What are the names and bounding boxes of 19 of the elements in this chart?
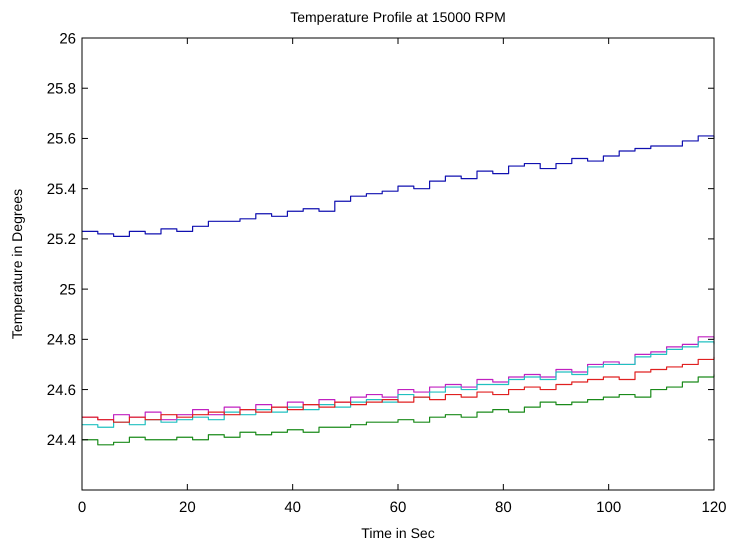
x-tick-label: 120 xyxy=(701,499,727,516)
y-tick-label: 25.8 xyxy=(46,80,76,98)
y-tick-label: 24.6 xyxy=(46,382,76,399)
x-tick-label: 60 xyxy=(390,499,406,516)
x-tick-label: 0 xyxy=(78,499,86,516)
y-tick-label: 25.2 xyxy=(46,231,76,248)
y-tick-label: 24.8 xyxy=(46,332,76,349)
y-tick-label: 25.6 xyxy=(46,130,76,148)
x-tick-label: 20 xyxy=(178,499,196,516)
y-tick-label: 24.4 xyxy=(46,432,76,450)
x-tick-label: 80 xyxy=(494,499,512,516)
y-axis-title: Temperature in Degrees xyxy=(9,188,25,340)
y-tick-label: 26 xyxy=(59,30,76,48)
x-tick-label: 100 xyxy=(596,499,622,516)
x-axis-title: Time in Sec xyxy=(361,525,435,541)
x-tick-label: 40 xyxy=(284,499,302,516)
chart-title: Temperature Profile at 15000 RPM xyxy=(290,9,506,25)
y-tick-label: 25 xyxy=(59,281,76,298)
y-tick-label: 25.4 xyxy=(46,180,76,198)
